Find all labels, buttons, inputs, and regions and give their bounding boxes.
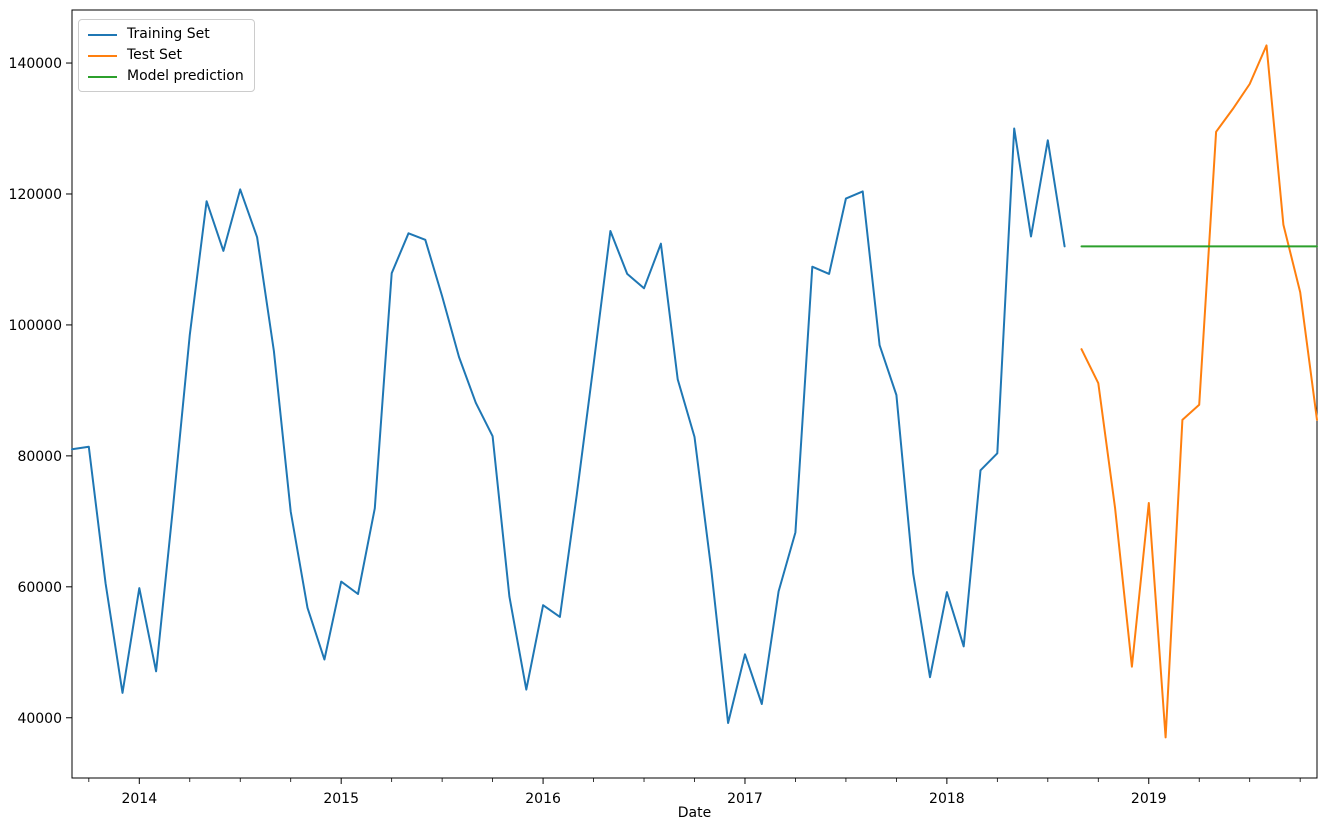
x-tick-label: 2017 xyxy=(727,791,763,807)
y-tick-label: 60000 xyxy=(17,580,62,596)
legend-entry: Training Set xyxy=(88,27,244,42)
legend-line-swatch xyxy=(88,33,117,36)
y-tick-label: 80000 xyxy=(17,449,62,465)
legend-line-swatch xyxy=(88,54,117,57)
legend-label: Training Set xyxy=(127,26,210,42)
legend-label: Model prediction xyxy=(127,68,244,84)
legend-label: Test Set xyxy=(127,47,183,63)
series-line-test-set xyxy=(1080,44,1318,739)
plot-border xyxy=(71,9,1318,779)
y-tick-label: 100000 xyxy=(9,318,62,334)
y-tick-label: 40000 xyxy=(17,711,62,727)
x-tick-label: 2019 xyxy=(1131,791,1167,807)
x-axis-ticks: 2014 2015 2016 2017 2018 2019 xyxy=(88,778,1301,807)
x-tick-label: 2015 xyxy=(323,791,359,807)
series-line-training-set xyxy=(71,127,1066,724)
x-tick-label: 2018 xyxy=(929,791,965,807)
x-tick-label: 2016 xyxy=(525,791,561,807)
series-lines xyxy=(71,44,1318,739)
legend-entry: Test Set xyxy=(88,48,244,63)
x-axis-label: Date xyxy=(678,805,711,821)
x-tick-label: 2014 xyxy=(121,791,157,807)
legend: Training Set Test Set Model prediction xyxy=(78,19,255,92)
legend-line-swatch xyxy=(88,75,117,78)
y-tick-label: 120000 xyxy=(9,187,62,203)
y-tick-label: 140000 xyxy=(9,56,62,72)
legend-entry: Model prediction xyxy=(88,69,244,84)
y-axis-ticks: 40000 60000 80000 100000 120000 140000 xyxy=(9,56,72,727)
